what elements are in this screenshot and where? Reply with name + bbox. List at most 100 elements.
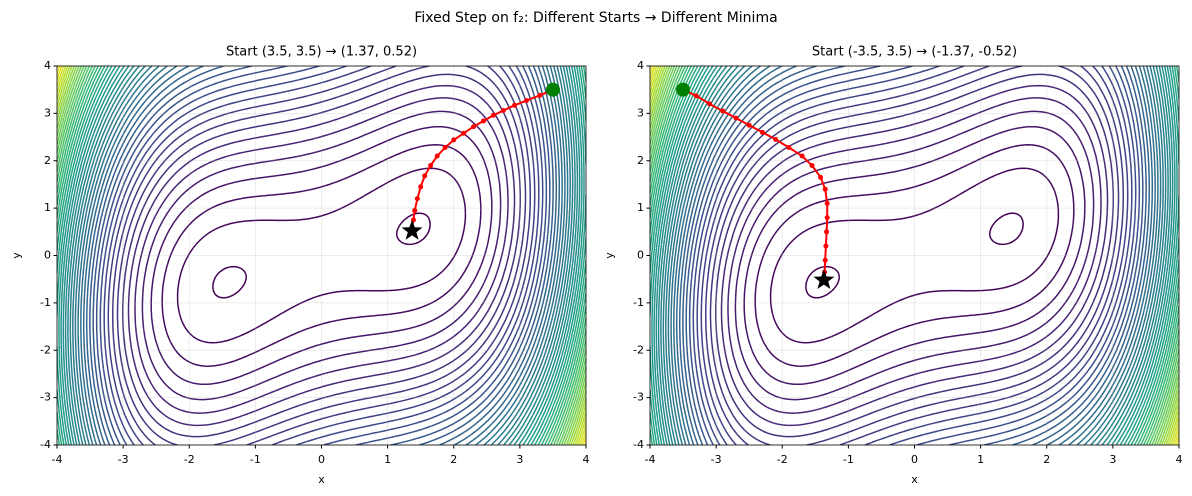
x-tick-label: 4 (583, 453, 590, 466)
y-axis-label: y (10, 252, 23, 259)
contour-line (107, 66, 536, 445)
path-point (461, 130, 467, 136)
y-tick-label: -4 (40, 438, 51, 451)
path-point (809, 162, 815, 168)
contour-line (670, 66, 1159, 445)
descent-path (411, 88, 554, 231)
axes-frame (56, 65, 587, 446)
start-point (545, 82, 560, 97)
contour-line (57, 66, 586, 445)
contour-line (150, 125, 493, 386)
path-point (746, 122, 752, 128)
contour-line (650, 66, 1179, 445)
contour-line (650, 66, 1179, 445)
path-point (451, 137, 457, 143)
contour-line (650, 66, 1179, 445)
contour-line (696, 66, 1133, 445)
contour-line (715, 73, 1114, 438)
x-tick-label: -1 (250, 453, 261, 466)
path-point (500, 108, 506, 114)
contour-line (62, 66, 581, 445)
contour-line (74, 66, 569, 445)
contour-line (60, 66, 583, 445)
contour-line (85, 66, 558, 445)
contour-line (700, 66, 1129, 445)
contour-line (127, 84, 516, 427)
x-tick-label: -4 (645, 453, 656, 466)
y-tick-label: 0 (637, 249, 644, 262)
contour-line (734, 110, 1095, 401)
path-point (720, 108, 726, 114)
x-tick-label: 1 (977, 453, 984, 466)
path-point (733, 115, 739, 121)
contour-line (57, 66, 586, 445)
contour-line (57, 66, 586, 445)
contour-line (678, 66, 1151, 445)
x-tick-label: -1 (843, 453, 854, 466)
contour-line (57, 66, 586, 445)
x-tick-label: -3 (711, 453, 722, 466)
y-tick-label: 1 (44, 201, 51, 214)
contour-line (72, 66, 571, 445)
contour-line (709, 66, 1120, 445)
contour-line (650, 66, 1179, 445)
path-point (512, 102, 518, 108)
y-tick-label: 3 (44, 106, 51, 119)
axes-frame (649, 65, 1180, 446)
y-tick-label: -4 (633, 438, 644, 451)
contour-line (134, 97, 509, 414)
path-point (773, 136, 779, 142)
contour-line (176, 167, 467, 344)
path-point (824, 200, 830, 206)
path-point (759, 129, 765, 135)
path-point (490, 112, 496, 118)
contour-line (57, 66, 586, 445)
plot-area: -4 -3 -2 -1 0 1 2 3 4 -4 -3 -2 -1 0 1 2 3 4 Start (-3.5, 3… (603, 45, 1183, 487)
contour-line (57, 66, 586, 445)
contour-line (67, 66, 576, 445)
contour-line (688, 66, 1141, 445)
contour-line (57, 66, 586, 445)
contour-line (650, 66, 1179, 445)
x-tick-label: 2 (1043, 453, 1050, 466)
figure-title: Fixed Step on f₂: Different Starts → Dif… (414, 10, 777, 26)
x-axis-label: x (318, 473, 325, 486)
contour-line (727, 97, 1102, 414)
contour-line (650, 66, 1179, 445)
path-point (707, 101, 713, 107)
y-tick-label: -2 (40, 343, 51, 356)
contour-line (660, 66, 1169, 445)
contour-line (650, 66, 1179, 445)
contour-line (57, 66, 586, 445)
y-tick-label: 1 (637, 201, 644, 214)
path-point (786, 144, 792, 150)
contour-line (69, 66, 574, 445)
end-point (401, 219, 423, 240)
contour-line (665, 66, 1164, 445)
contour-line (704, 66, 1125, 445)
x-tick-label: -3 (118, 453, 129, 466)
x-tick-label: 3 (1109, 453, 1116, 466)
path-point (824, 229, 830, 235)
path-point (434, 153, 440, 159)
contour-line (57, 66, 586, 445)
contour-line (650, 66, 1179, 445)
path-point (822, 257, 828, 263)
contour-line (80, 66, 563, 445)
contour-line (682, 66, 1147, 445)
y-tick-label: 4 (637, 59, 644, 72)
y-tick-label: 0 (44, 249, 51, 262)
x-tick-label: 0 (911, 453, 918, 466)
contour-line (667, 66, 1162, 445)
x-tick-label: -2 (184, 453, 195, 466)
contour-line (77, 66, 566, 445)
contour-line (769, 167, 1060, 344)
contour-line (655, 66, 1174, 445)
contour-line (99, 66, 544, 445)
x-tick-label: -4 (52, 453, 63, 466)
x-tick-label: -2 (777, 453, 788, 466)
path-point (523, 98, 529, 104)
contour-line (58, 66, 585, 445)
y-tick-label: -2 (633, 343, 644, 356)
